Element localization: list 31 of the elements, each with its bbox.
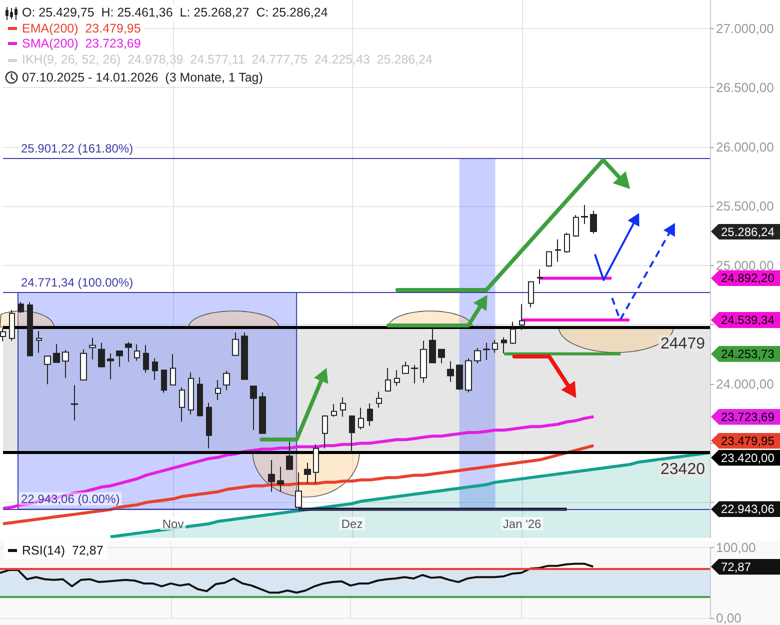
legend-label: EMA(200) 23.479,95 (22, 22, 141, 36)
text: 25.286,24 (711, 224, 780, 240)
legend-label: RSI(14) 72,87 (22, 544, 104, 558)
y-tick-label: 0,00 (716, 610, 742, 625)
text: 07.10.2025 - 14.01.2026 (3 Monate, 1 Tag) (22, 70, 263, 84)
ref-line-label: 24479 (660, 336, 706, 353)
text: 24.253,73 (711, 346, 780, 362)
y-tick-label: 26.000,00 (716, 139, 774, 154)
text: 24.539,34 (711, 312, 780, 328)
y-tick-label: 26.500,00 (716, 80, 774, 96)
ref-line-label: 24.771,34 (100.00%) (21, 276, 134, 290)
ref-line-label: 25.901,22 (161.80%) (21, 142, 134, 156)
text: 72,87 (711, 558, 780, 575)
x-tick-label: Jan '26 (502, 517, 542, 531)
y-tick-label: 100,00 (716, 540, 756, 555)
text: 23.723,69 (711, 408, 780, 425)
text: 23.420,00 (711, 450, 780, 466)
text: 22.943,06 (711, 501, 780, 518)
x-tick-label: Dez (341, 517, 363, 531)
y-tick-label: 25.500,00 (716, 198, 774, 214)
text: 24.892,20 (711, 270, 780, 286)
x-tick-label: Nov (162, 517, 184, 531)
text: 23.479,95 (711, 432, 780, 449)
ref-line-label: 23420 (660, 461, 706, 478)
legend-label: SMA(200) 23.723,69 (22, 36, 141, 50)
y-tick-label: 25.000,00 (716, 258, 774, 273)
annotation: IKH(9, 26, 52, 26) 24.978,39 24.577,11 24.777,75 24.225,43 25.286,24 (22, 52, 433, 66)
y-tick-label: 24.000,00 (716, 376, 774, 392)
y-tick-label: 27.000,00 (716, 20, 774, 36)
ref-line-label: 22.943,06 (0.00%) (21, 492, 120, 506)
text: O: 25.429,75 H: 25.461,36 L: 25.268,27 C: 25.286,24 (22, 6, 328, 20)
